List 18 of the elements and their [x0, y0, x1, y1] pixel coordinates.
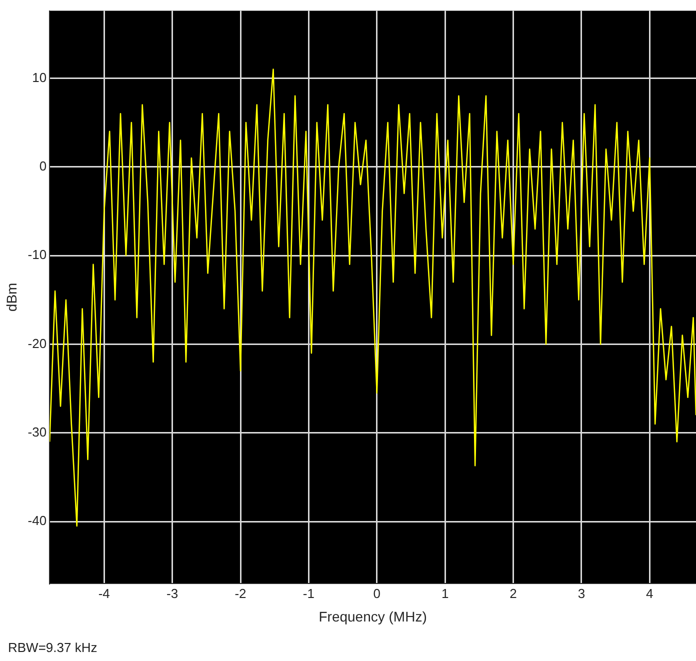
y-tick-label: 10: [32, 70, 47, 85]
x-tick-label: 2: [510, 586, 517, 601]
x-tick-label: 1: [441, 586, 449, 601]
y-tick-label: -40: [28, 513, 47, 528]
x-tick-label: 4: [646, 586, 654, 601]
y-tick-label: -20: [28, 336, 47, 351]
text: RBW=9.37 kHz: [8, 640, 98, 655]
y-axis-title: dBm: [3, 282, 20, 312]
x-tick-label: -1: [302, 586, 314, 601]
y-tick-label: -10: [28, 247, 47, 262]
y-tick-label: 0: [39, 158, 47, 174]
x-tick-label: -3: [166, 586, 178, 601]
y-tick-label: -30: [28, 424, 47, 440]
x-tick-label: 3: [578, 586, 586, 601]
x-tick-label: -4: [98, 586, 110, 601]
x-tick-label: 0: [373, 586, 381, 601]
x-tick-label: -2: [234, 586, 246, 601]
x-axis-title: Frequency (MHz): [318, 608, 427, 624]
